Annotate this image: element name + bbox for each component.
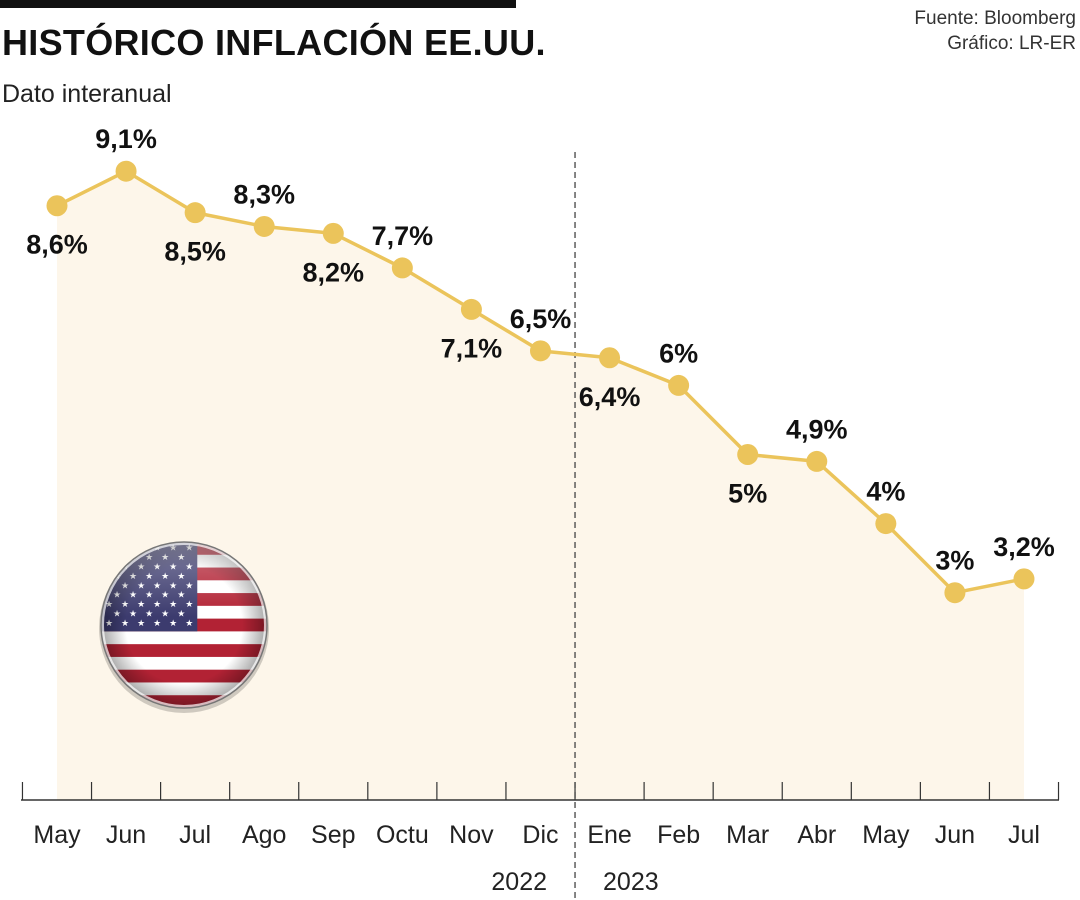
credit-label: Gráfico: LR-ER — [947, 33, 1076, 54]
data-point — [668, 374, 690, 396]
data-point — [875, 513, 897, 535]
x-tick-label: Sep — [311, 821, 355, 849]
area-layer — [57, 171, 1024, 800]
data-label: 6,5% — [510, 304, 572, 334]
data-points — [46, 160, 1035, 604]
x-tick-label: Abr — [797, 821, 836, 849]
data-label: 7,1% — [441, 333, 503, 363]
data-point — [184, 202, 206, 224]
x-tick-label: Ago — [242, 821, 286, 849]
data-label: 8,3% — [233, 179, 295, 209]
data-point — [46, 195, 68, 217]
x-tick-label: Feb — [657, 821, 700, 849]
x-tick-label: Octu — [376, 821, 429, 849]
data-label: 7,7% — [372, 221, 434, 251]
x-tick-label: Ene — [587, 821, 631, 849]
chart-title: HISTÓRICO INFLACIÓN EE.UU. — [2, 22, 546, 63]
x-tick-label: Mar — [726, 821, 769, 849]
x-tick-label: Nov — [449, 821, 494, 849]
x-axis: May Jun Jul Ago Sep Octu Nov Dic Ene Feb Mar Abr May… — [21, 152, 1060, 898]
data-label: 8,5% — [164, 237, 226, 267]
x-tick-label: Dic — [522, 821, 558, 849]
data-point — [322, 222, 344, 244]
x-tick-label: Jun — [106, 821, 146, 849]
data-label: 5% — [728, 479, 767, 509]
data-point — [1013, 568, 1035, 590]
data-label: 8,6% — [26, 230, 88, 260]
data-point — [599, 347, 621, 369]
data-point — [737, 444, 759, 465]
x-tick-label: Jun — [935, 821, 975, 849]
credits: Fuente: Bloomberg Gráfico: LR-ER — [914, 6, 1076, 56]
x-tick-label: Jul — [179, 821, 211, 849]
data-point — [944, 582, 966, 604]
title-rule — [0, 0, 516, 8]
data-label: 3,2% — [993, 532, 1055, 562]
year-label-2023: 2023 — [603, 868, 659, 896]
data-label: 6,4% — [579, 382, 641, 412]
data-point — [806, 450, 828, 472]
us-flag-icon: ★★★★★★★★★★★★★★★★★★★★★★★★★★★★★★★★★★★★★★★★… — [99, 541, 269, 713]
data-label: 4% — [866, 477, 905, 507]
data-label: 8,2% — [303, 257, 365, 287]
x-tick-label: May — [862, 821, 910, 849]
data-labels: 8,6% 9,1% 8,5%8,3% 8,2%7,7% 7,1%6,5% 6,4% 6% 5%… — [26, 124, 1055, 576]
data-point — [391, 257, 413, 279]
chart-subtitle: Dato interanual — [2, 80, 172, 108]
data-label: 4,9% — [786, 414, 848, 444]
data-point — [529, 340, 551, 362]
data-point — [253, 215, 275, 237]
data-label: 9,1% — [95, 124, 157, 154]
data-point — [460, 298, 482, 320]
year-label-2022: 2022 — [491, 868, 547, 896]
data-label: 3% — [935, 546, 974, 576]
x-tick-label: May — [33, 821, 81, 849]
area-fill — [57, 171, 1024, 800]
data-label: 6% — [659, 338, 698, 368]
x-tick-label: Jul — [1008, 821, 1040, 849]
source-label: Fuente: Bloomberg — [914, 8, 1076, 29]
data-point — [115, 160, 137, 182]
